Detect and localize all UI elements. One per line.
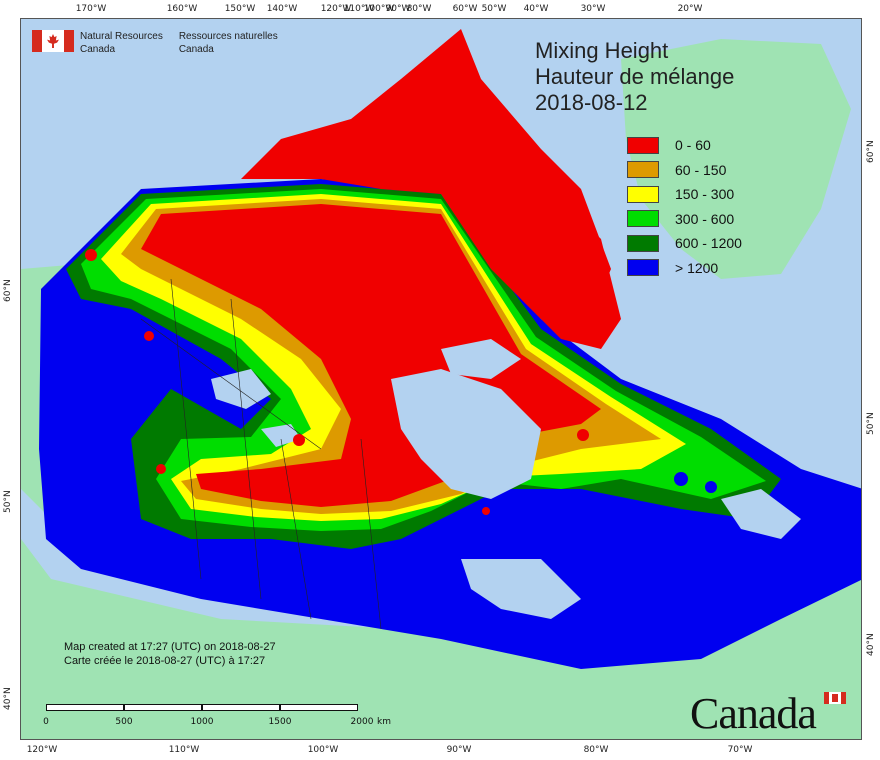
tick-right-2: 40°N (866, 633, 876, 656)
gulf-st-lawrence (721, 489, 801, 539)
tick-top-0: 170°W (75, 4, 107, 14)
tick-top-3: 140°W (266, 4, 298, 14)
legend-label: > 1200 (675, 259, 719, 276)
tick-bottom-0: 120°W (26, 745, 58, 755)
baffin-island (491, 189, 621, 349)
agency-en-line2: Canada (80, 44, 116, 55)
legend-item: 60 - 150 (627, 158, 742, 183)
legend-swatch (627, 185, 659, 203)
tick-top-2: 150°W (224, 4, 256, 14)
legend-label: 150 - 300 (675, 186, 735, 203)
agency-name-fr: Ressources naturelles Canada (179, 30, 278, 56)
map-graphic (21, 29, 861, 739)
agency-fr-line2: Canada (178, 44, 214, 55)
tick-top-13: 20°W (677, 4, 703, 14)
legend-label: 600 - 1200 (675, 235, 742, 252)
legend-swatch (627, 234, 659, 252)
tick-top-1: 160°W (166, 4, 198, 14)
canada-wordmark: Canada (690, 689, 817, 738)
title-date: 2018-08-12 (535, 90, 648, 115)
map-panel (20, 18, 862, 740)
tick-bottom-3: 90°W (446, 745, 472, 755)
scale-label: 0 (43, 717, 49, 727)
scale-label: 500 (115, 717, 133, 727)
tick-top-4: 120°W (320, 4, 352, 14)
scale-label: 1500 (268, 717, 292, 727)
legend-item: 300 - 600 (627, 207, 742, 232)
legend-swatch (627, 136, 659, 154)
legend-swatch (627, 210, 659, 228)
legend-swatch (627, 161, 659, 179)
foxe-basin (441, 339, 521, 379)
great-lakes (461, 559, 581, 619)
tick-left-1: 50°N (3, 490, 13, 513)
map-credit: Map created at 17:27 (UTC) on 2018-08-27… (64, 640, 276, 668)
legend-label: 0 - 60 (675, 137, 711, 154)
wordmark-flag-icon (824, 692, 846, 704)
scale-label: 1000 (190, 717, 214, 727)
credit-fr: Carte créée le 2018-08-27 (UTC) à 17:27 (64, 655, 266, 667)
scale-segment (280, 704, 358, 711)
legend-item: 150 - 300 (627, 182, 742, 207)
tick-right-1: 50°N (866, 412, 876, 435)
tick-right-0: 60°N (866, 140, 876, 163)
great-slave-lake (261, 424, 301, 447)
canada-flag-icon (32, 30, 74, 52)
legend-swatch (627, 259, 659, 277)
legend-label: 300 - 600 (675, 210, 735, 227)
agency-en-line1: Natural Resources (80, 31, 163, 42)
province-borders (140, 278, 382, 630)
tick-left-0: 60°N (3, 279, 13, 302)
hudson-bay (391, 369, 541, 499)
legend-item: > 1200 (627, 256, 742, 281)
title-en: Mixing Height (535, 38, 669, 63)
nrcan-signature: Natural Resources Canada Ressources natu… (32, 30, 278, 56)
greenland-landmass (621, 39, 851, 279)
legend-item: 0 - 60 (627, 133, 742, 158)
tick-top-12: 30°W (580, 4, 606, 14)
scale-label: 2000 (350, 717, 374, 727)
tick-bottom-4: 80°W (583, 745, 609, 755)
scale-segment (124, 704, 202, 711)
tick-top-6: 100°W (363, 4, 395, 14)
tick-top-10: 50°W (481, 4, 507, 14)
legend: 0 - 60 60 - 150 150 - 300 300 - 600 600 … (627, 133, 742, 280)
title-fr: Hauteur de mélange (535, 64, 735, 89)
tick-top-7: 90°W (385, 4, 411, 14)
scale-segment (202, 704, 280, 711)
scale-unit: km (377, 717, 391, 727)
tick-top-5: 110°W (343, 4, 375, 14)
map-title: Mixing Height Hauteur de mélange 2018-08… (535, 38, 734, 116)
agency-name-en: Natural Resources Canada (80, 30, 163, 56)
tick-left-2: 40°N (3, 687, 13, 710)
tick-bottom-5: 70°W (727, 745, 753, 755)
great-bear-lake (211, 369, 271, 409)
credit-en: Map created at 17:27 (UTC) on 2018-08-27 (64, 641, 276, 653)
scale-segment (46, 704, 124, 711)
tick-top-11: 40°W (523, 4, 549, 14)
legend-label: 60 - 150 (675, 161, 727, 178)
tick-top-8: 80°W (406, 4, 432, 14)
tick-bottom-1: 110°W (168, 745, 200, 755)
tick-top-9: 60°W (452, 4, 478, 14)
agency-fr-line1: Ressources naturelles (178, 31, 278, 42)
tick-bottom-2: 100°W (307, 745, 339, 755)
legend-item: 600 - 1200 (627, 231, 742, 256)
